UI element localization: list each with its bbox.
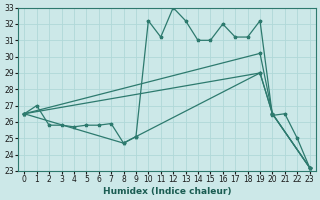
X-axis label: Humidex (Indice chaleur): Humidex (Indice chaleur) [103, 187, 231, 196]
